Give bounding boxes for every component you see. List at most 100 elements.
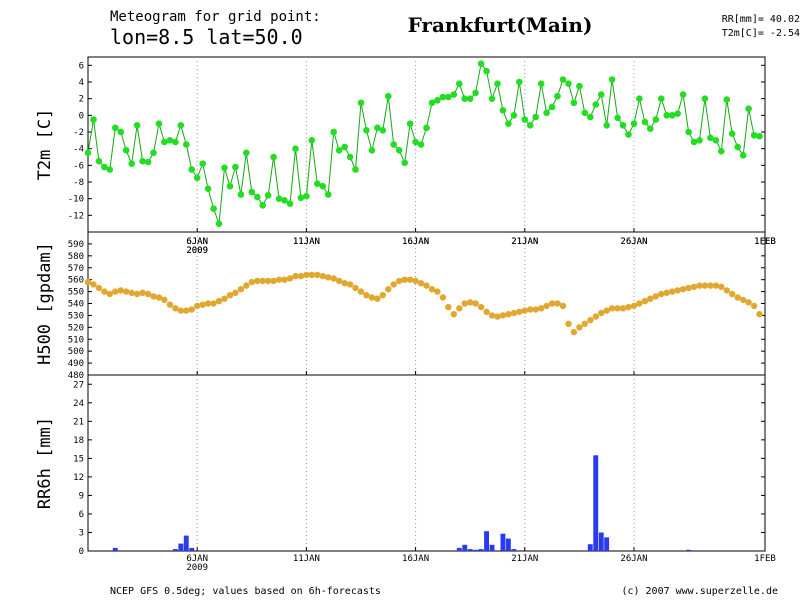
h500-point — [226, 292, 234, 299]
y-tick-label: -2 — [73, 128, 84, 138]
x-tick-label: 21JAN — [511, 237, 538, 247]
h500-point — [161, 296, 168, 304]
h500-point — [467, 299, 474, 306]
t2m-point — [472, 89, 479, 97]
y-tick-label: 500 — [68, 347, 84, 357]
h500-point — [658, 290, 665, 298]
t2m-point — [466, 95, 474, 102]
t2m-point — [483, 67, 490, 75]
h500-point — [374, 295, 381, 302]
h500-point — [603, 307, 610, 314]
h500-point — [177, 307, 184, 314]
h500-point — [270, 277, 277, 285]
h500-point — [237, 286, 245, 293]
t2m-point — [461, 95, 469, 102]
h500-point — [265, 277, 272, 285]
t2m-point — [101, 163, 108, 171]
rr6h-bar — [183, 535, 189, 551]
x-tick-label: 16JAN — [402, 237, 429, 247]
h500-point — [210, 300, 217, 307]
t2m-point — [210, 205, 217, 212]
t2m-point — [570, 99, 578, 107]
t2m-point — [281, 197, 288, 204]
t2m-point — [739, 152, 747, 159]
rr6h-bar — [462, 544, 468, 551]
t2m-point — [401, 159, 409, 167]
y-tick-label: 24 — [73, 399, 84, 409]
rr6h-bar — [505, 538, 511, 551]
h500-point — [396, 277, 403, 285]
h500-point — [363, 292, 370, 299]
t2m-point — [84, 149, 92, 157]
h500-point — [379, 292, 386, 299]
h500-point — [330, 275, 337, 282]
h500-point — [123, 288, 130, 295]
t2m-point — [144, 158, 152, 166]
t2m-point — [417, 141, 425, 148]
t2m-point — [243, 149, 250, 157]
t2m-point — [352, 166, 359, 173]
t2m-point — [516, 78, 523, 86]
t2m-point — [379, 127, 387, 134]
t2m-point — [445, 93, 452, 101]
t2m-point — [505, 120, 512, 127]
h500-point — [538, 305, 545, 312]
h500-point — [368, 294, 376, 301]
y-tick-label: 0 — [79, 111, 84, 121]
rr6h-bar — [484, 531, 489, 551]
t2m-point — [592, 101, 600, 108]
t2m-point — [537, 80, 545, 87]
h500-point — [679, 286, 687, 293]
h500-point — [445, 303, 452, 311]
h500-point — [117, 287, 125, 294]
h500-point — [472, 300, 479, 307]
y-tick-label: -6 — [73, 161, 84, 171]
t2m-point — [232, 163, 239, 171]
h500-point — [417, 280, 425, 287]
t2m-point — [253, 193, 261, 201]
h500-point — [199, 301, 206, 308]
year-label: 2009 — [186, 246, 208, 256]
h500-point — [576, 324, 583, 331]
y-tick-label: 580 — [68, 252, 84, 262]
h500-point — [559, 302, 567, 310]
h500-point — [150, 293, 157, 300]
rr6h-bar — [189, 547, 195, 551]
t2m-point — [587, 113, 594, 121]
h500-point — [756, 311, 763, 318]
t2m-point — [674, 110, 681, 117]
h500-point — [521, 307, 528, 314]
t2m-point — [581, 109, 589, 117]
h500-point — [390, 281, 397, 288]
y-tick-label: 12 — [73, 473, 84, 483]
t2m-point — [543, 109, 550, 117]
h500-point — [663, 289, 670, 296]
h500-point — [254, 277, 261, 285]
rr6h-bar — [489, 544, 495, 551]
t2m-point — [434, 97, 441, 104]
h500-point — [423, 282, 430, 289]
x-tick-label: 11JAN — [293, 237, 320, 247]
t2m-point — [707, 134, 714, 142]
h500-point — [647, 295, 654, 302]
h500-point — [84, 278, 92, 286]
rr6h-bar — [478, 549, 484, 551]
h500-point — [750, 302, 758, 310]
h500-point — [636, 300, 643, 307]
y-tick-label: 18 — [73, 436, 84, 446]
h500-point — [598, 309, 605, 317]
t2m-point — [619, 122, 627, 129]
h500-point — [155, 294, 163, 301]
h500-point — [516, 308, 523, 315]
h500-point — [275, 276, 283, 283]
h500-point — [144, 290, 152, 298]
x-tick-label: 21JAN — [511, 237, 538, 247]
t2m-point — [324, 191, 332, 198]
x-tick-label: 6JAN — [186, 237, 208, 247]
t2m-series-line — [87, 62, 760, 224]
y-tick-label: 4 — [79, 78, 84, 88]
h500-point — [581, 320, 588, 327]
y-tick-label: 490 — [68, 359, 84, 369]
t2m-point — [750, 132, 758, 139]
